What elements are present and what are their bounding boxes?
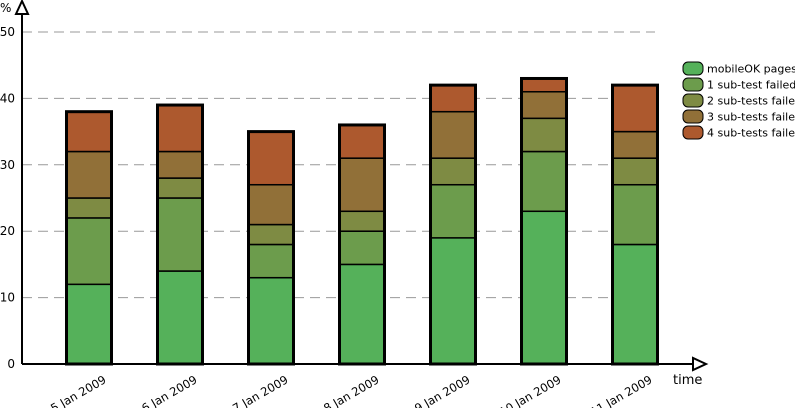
y-axis-label: %	[0, 1, 11, 15]
bar-segment	[429, 84, 477, 113]
legend-swatch	[682, 93, 704, 108]
bar-segment	[247, 223, 295, 246]
axes: % time	[0, 0, 709, 388]
legend-item: 3 sub-tests failed	[682, 109, 795, 124]
bar-segment	[520, 77, 568, 93]
bar-segment	[156, 177, 204, 199]
legend-item: 2 sub-tests failed	[682, 93, 795, 108]
bar-segment	[520, 117, 568, 153]
x-tick-label: 9 Jan 2009	[412, 372, 472, 408]
bar-segment	[520, 210, 568, 365]
y-tick-labels: 0 10 20 30 40 50	[0, 25, 15, 371]
bar-segment	[338, 210, 386, 232]
x-axis-arrow	[692, 356, 709, 372]
legend-label: 3 sub-tests failed	[707, 111, 795, 124]
bar-segment	[65, 217, 113, 286]
bar-segment	[611, 183, 659, 246]
x-tick-label: 10 Jan 2009	[497, 372, 564, 408]
bar-segment	[65, 150, 113, 199]
legend-swatch	[682, 125, 704, 140]
legend: mobileOK pages 1 sub-test failed 2 sub-tes…	[682, 61, 795, 140]
bar-segment	[429, 237, 477, 365]
x-tick-labels: 5 Jan 2009 6 Jan 2009 7 Jan 2009 8 Jan 2009…	[48, 372, 654, 408]
gridlines	[22, 31, 655, 299]
bars	[65, 76, 659, 366]
bar-segment	[65, 197, 113, 219]
bar-segment	[156, 104, 204, 153]
bar-segment	[156, 150, 204, 179]
bar-segment	[65, 283, 113, 365]
bar-stack	[520, 76, 568, 366]
legend-swatch	[682, 61, 704, 76]
x-tick-label: 8 Jan 2009	[321, 372, 381, 408]
x-tick-label: 5 Jan 2009	[48, 372, 108, 408]
y-tick-label: 40	[0, 91, 15, 105]
y-tick-label: 50	[0, 25, 15, 39]
legend-item: 4 sub-tests failed	[682, 125, 795, 140]
bar-stack	[429, 83, 477, 366]
legend-swatch	[682, 109, 704, 124]
legend-swatch	[682, 77, 704, 92]
bar-stack	[611, 83, 659, 366]
bar-segment	[429, 157, 477, 186]
legend-label: 2 sub-tests failed	[707, 95, 795, 108]
bar-stack	[247, 130, 295, 366]
bar-segment	[429, 183, 477, 239]
bar-segment	[611, 157, 659, 186]
legend-label: 4 sub-tests failed	[707, 127, 795, 140]
bar-segment	[520, 150, 568, 213]
y-axis-arrow	[14, 0, 30, 15]
bar-segment	[156, 270, 204, 365]
bar-segment	[338, 157, 386, 213]
bar-stack	[156, 103, 204, 366]
x-tick-label: 6 Jan 2009	[139, 372, 199, 408]
bar-segment	[611, 84, 659, 133]
bar-stack	[338, 123, 386, 366]
bar-segment	[429, 110, 477, 159]
legend-item: 1 sub-test failed	[682, 77, 795, 92]
y-tick-label: 0	[7, 357, 15, 371]
legend-label: mobileOK pages	[707, 63, 795, 76]
bar-segment	[247, 276, 295, 365]
bar-segment	[338, 230, 386, 266]
legend-item: mobileOK pages	[682, 61, 795, 76]
bar-segment	[65, 110, 113, 153]
x-axis-label: time	[673, 373, 702, 388]
bar-segment	[611, 243, 659, 365]
bar-segment	[247, 243, 295, 279]
bar-segment	[338, 124, 386, 159]
legend-label: 1 sub-test failed	[707, 79, 795, 92]
bar-segment	[338, 263, 386, 365]
x-tick-label: 11 Jan 2009	[588, 372, 655, 408]
y-tick-label: 30	[0, 158, 15, 172]
bar-segment	[247, 183, 295, 226]
bar-segment	[247, 130, 295, 186]
bar-segment	[520, 91, 568, 120]
bar-segment	[611, 130, 659, 159]
bar-stack	[65, 110, 113, 366]
bar-segment	[156, 197, 204, 272]
y-tick-label: 10	[0, 291, 15, 305]
x-tick-label: 7 Jan 2009	[230, 372, 290, 408]
y-tick-label: 20	[0, 224, 15, 238]
